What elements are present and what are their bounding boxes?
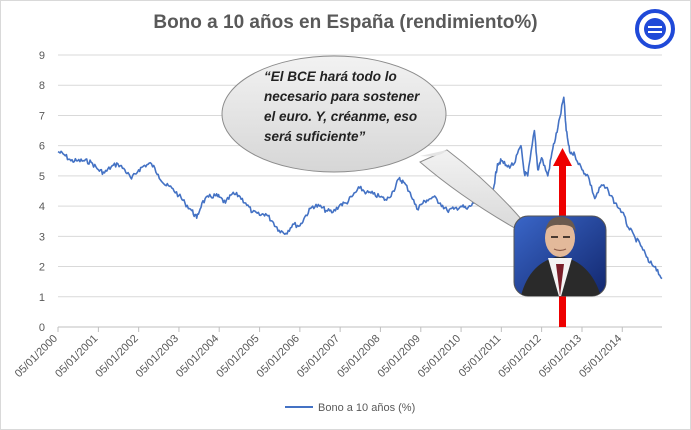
quote-line-3: el euro. Y, créanme, eso (264, 109, 417, 124)
chart-title: Bono a 10 años en España (rendimiento%) (153, 12, 538, 33)
legend-label: Bono a 10 años (%) (318, 402, 415, 414)
speech-bubble: “El BCE hará todo lo necesario para sost… (221, 55, 541, 243)
x-axis-tick-labels: 05/01/200005/01/200105/01/200205/01/2003… (13, 333, 625, 380)
y-tick-label: 4 (39, 201, 45, 213)
quote-line-4: será suficiente” (264, 129, 366, 144)
x-tick-label: 05/01/2000 (13, 333, 60, 380)
y-tick-label: 8 (39, 80, 45, 92)
person-photo (513, 215, 607, 297)
y-tick-label: 0 (39, 322, 45, 334)
x-tick-label: 05/01/2010 (416, 333, 463, 380)
y-tick-label: 9 (39, 50, 45, 62)
x-tick-label: 05/01/2014 (577, 333, 624, 380)
y-tick-label: 6 (39, 141, 45, 153)
y-tick-label: 7 (39, 110, 45, 122)
quote-line-2: necesario para sostener (264, 89, 420, 104)
y-tick-label: 1 (39, 292, 45, 304)
y-tick-label: 5 (39, 171, 45, 183)
x-axis-tick-marks (57, 327, 623, 332)
quote-line-1: “El BCE hará todo lo (264, 69, 397, 84)
brand-logo-icon (635, 9, 675, 49)
series-line-bono-10 (57, 96, 663, 280)
y-tick-label: 3 (39, 231, 45, 243)
y-tick-label: 2 (39, 262, 45, 274)
x-tick-label: 05/01/2004 (174, 333, 221, 380)
x-tick-label: 05/01/2012 (496, 333, 543, 380)
legend: Bono a 10 años (%) (285, 402, 415, 414)
y-axis-tick-labels: 0 1 2 3 4 5 6 7 8 9 (39, 50, 45, 334)
x-tick-label: 05/01/2008 (335, 333, 382, 380)
